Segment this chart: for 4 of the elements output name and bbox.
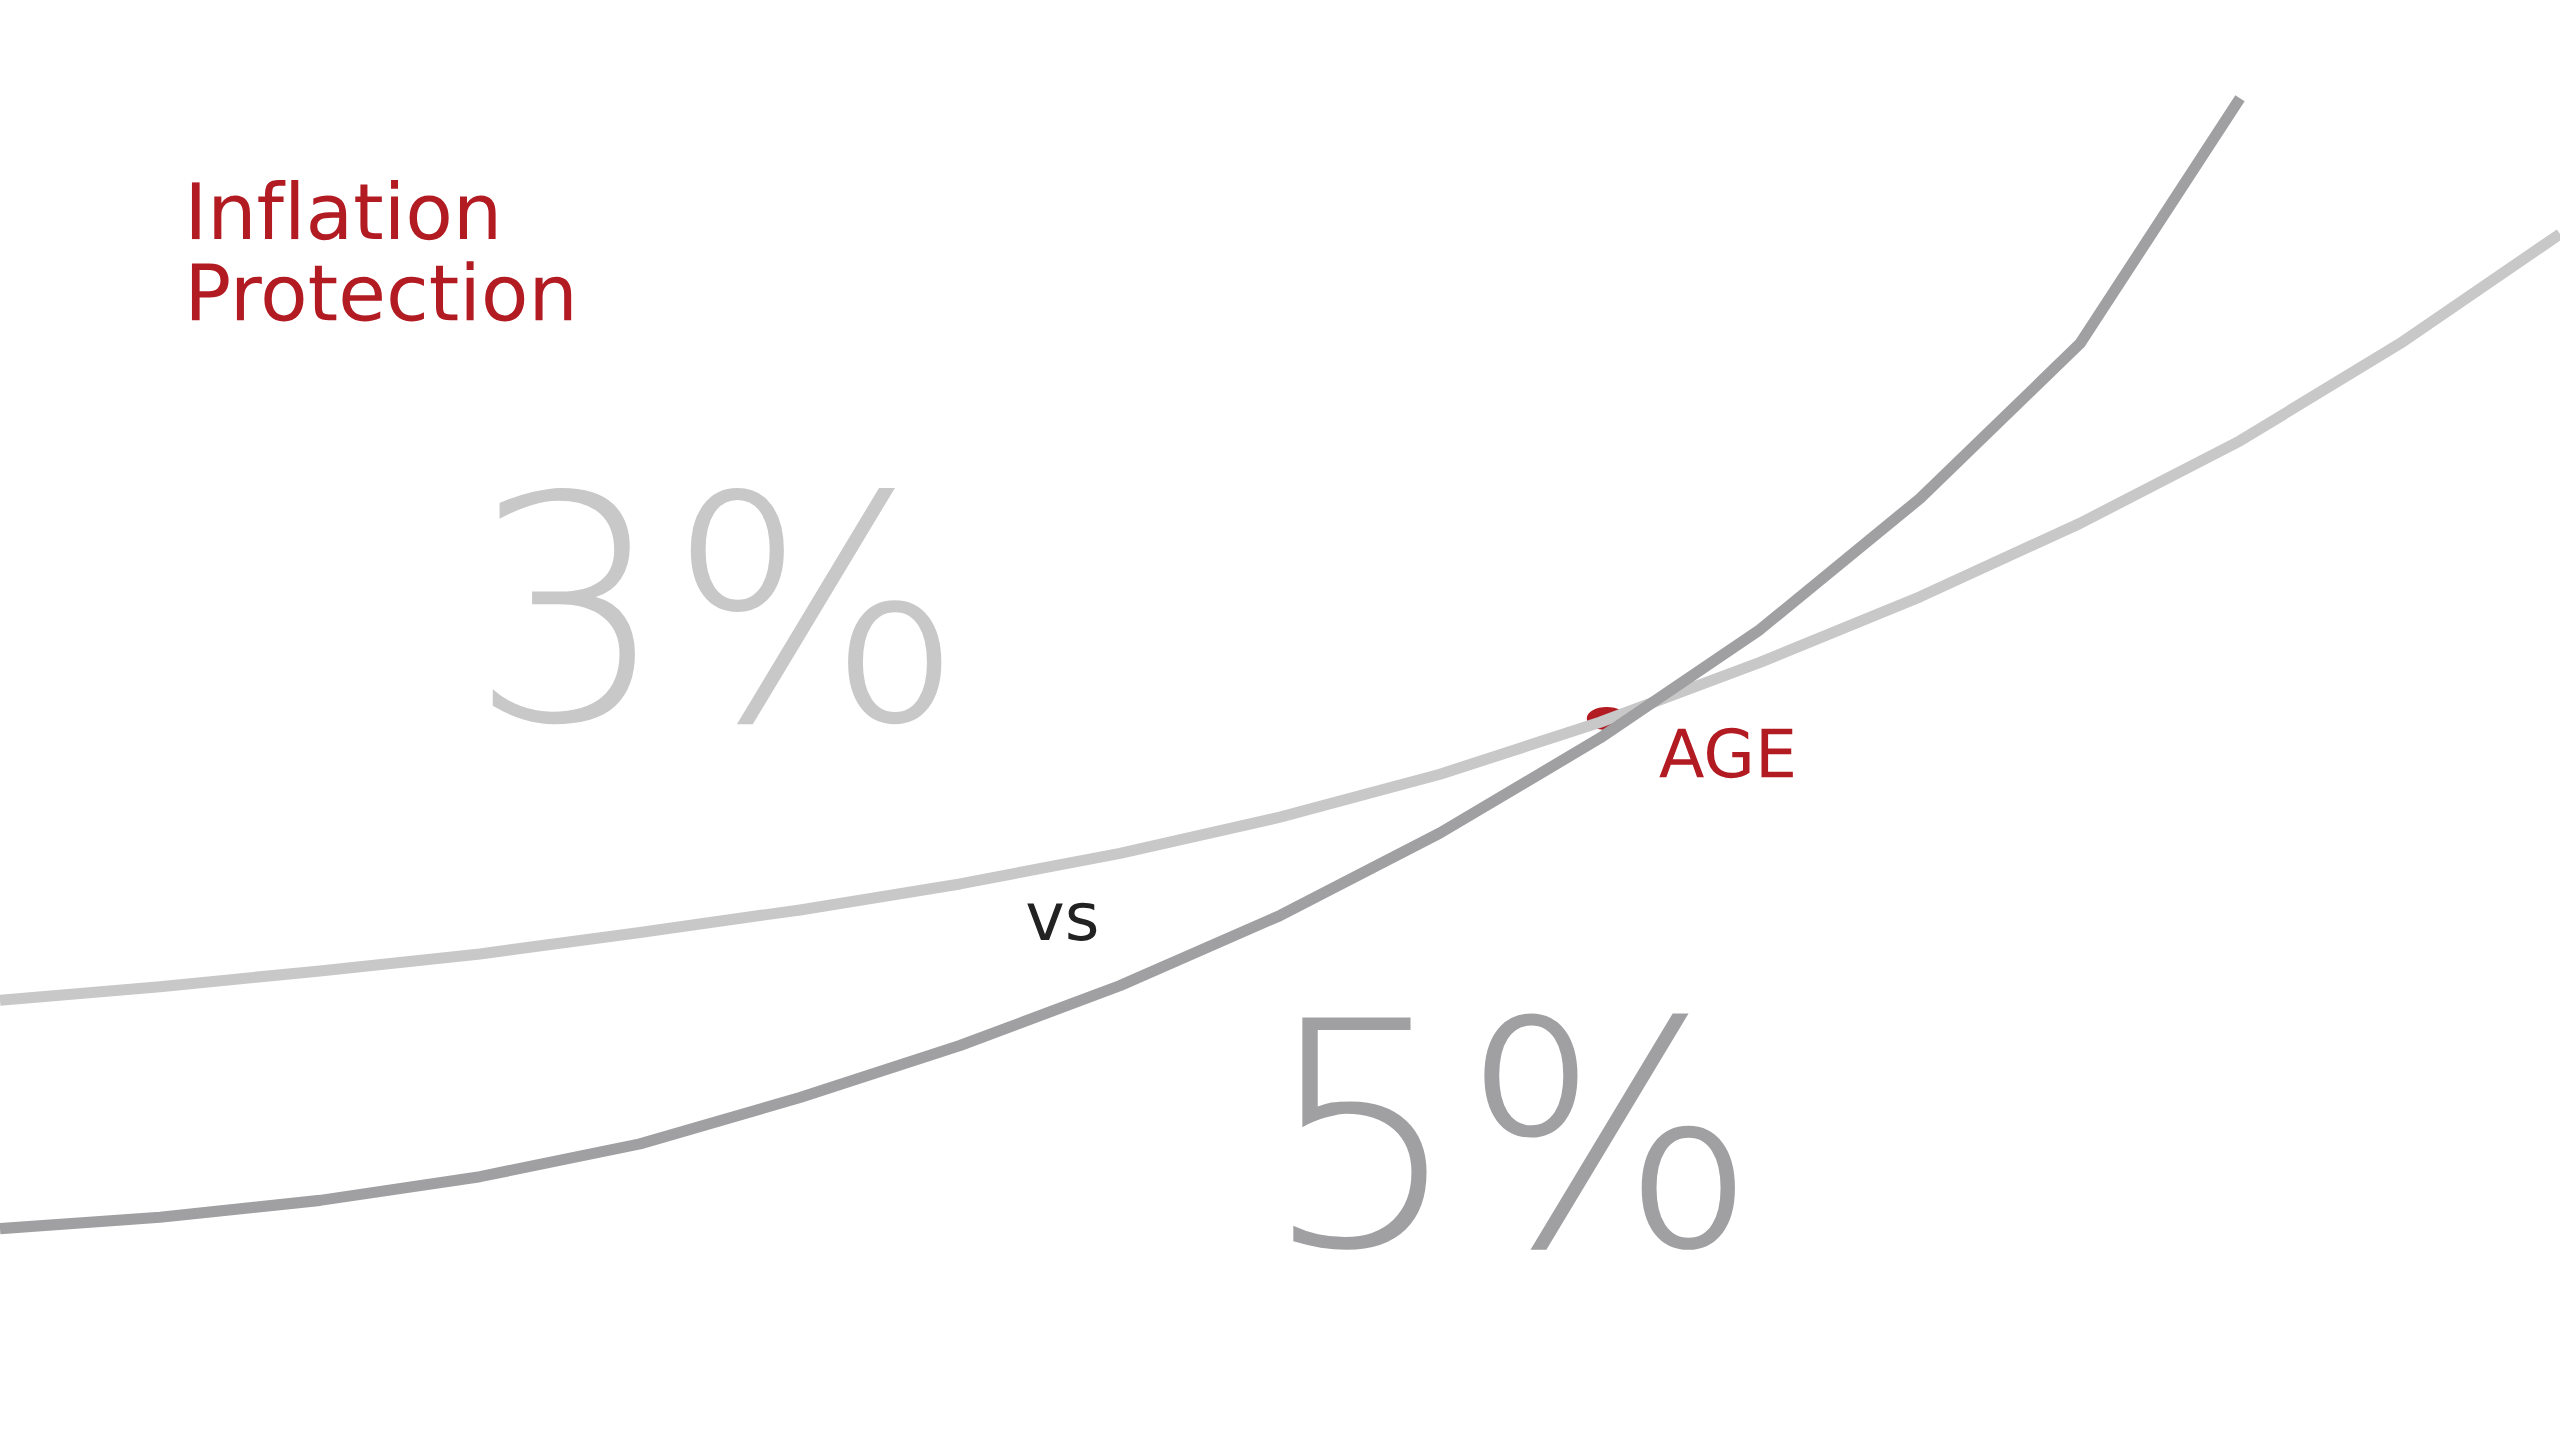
annotation: vs bbox=[1027, 902, 1097, 941]
series-label: 5% bbox=[1293, 1013, 1735, 1250]
annotation: AGE bbox=[1659, 727, 1793, 779]
text: Inflation Protection bbox=[191, 180, 572, 322]
